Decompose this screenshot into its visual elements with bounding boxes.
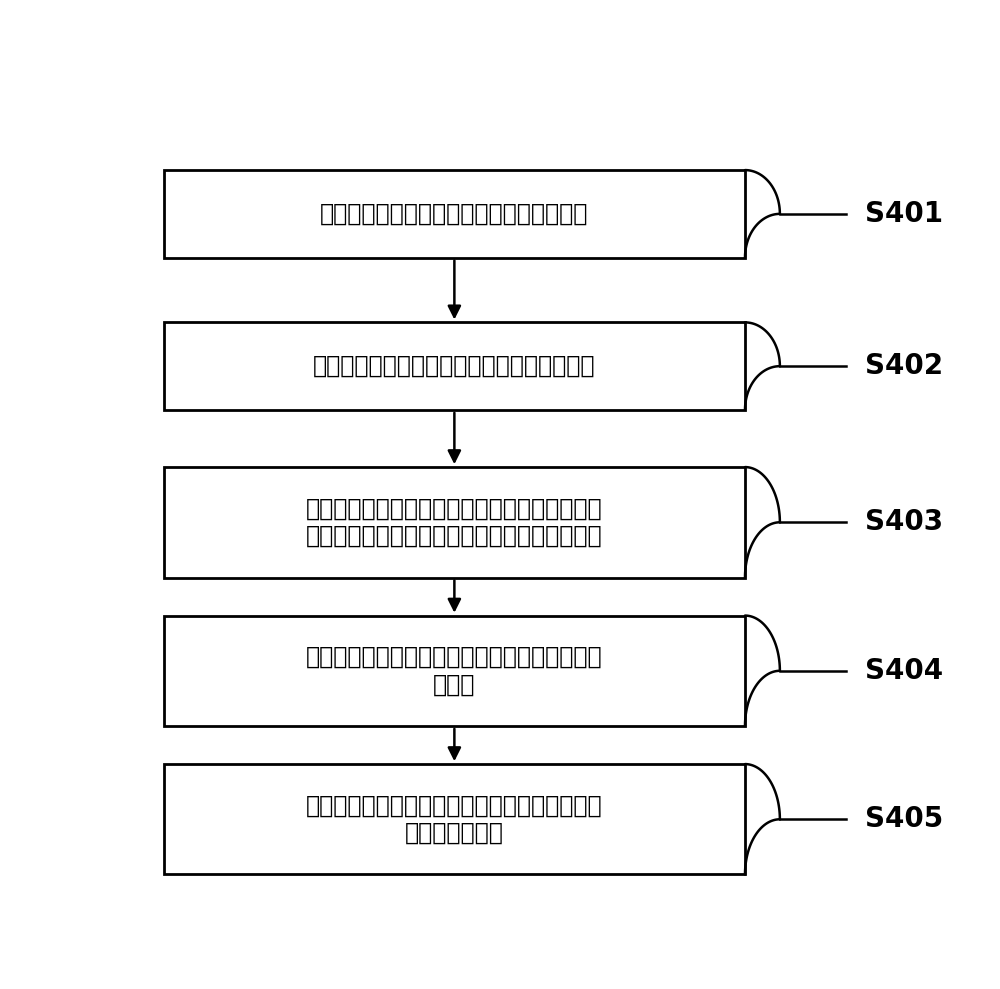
Bar bbox=[164, 467, 745, 578]
Text: S401: S401 bbox=[865, 200, 943, 227]
Text: 对下行信号进行时频同步，得到时频同步信号: 对下行信号进行时频同步，得到时频同步信号 bbox=[313, 354, 596, 378]
Text: 对均衡时域信号进行解映射、解扩，得到新数据
信息和新授时码: 对均衡时域信号进行解映射、解扩，得到新数据 信息和新授时码 bbox=[306, 793, 603, 846]
Text: 对均衡频域信号进行反傅里叶变换，得到均衡时
域信号: 对均衡频域信号进行反傅里叶变换，得到均衡时 域信号 bbox=[306, 645, 603, 696]
Text: 对时频同步信号进行信道估计、去掉循环前缀、
快速傅里叶变换、频域均衡，得到均衡频域信号: 对时频同步信号进行信道估计、去掉循环前缀、 快速傅里叶变换、频域均衡，得到均衡频… bbox=[306, 496, 603, 548]
Text: S403: S403 bbox=[865, 508, 943, 536]
Bar bbox=[164, 322, 745, 410]
Text: S405: S405 bbox=[865, 805, 943, 834]
Bar bbox=[164, 170, 745, 258]
Text: 对下行信号作延迟相关，确定时间同步位置: 对下行信号作延迟相关，确定时间同步位置 bbox=[320, 202, 589, 225]
Text: S402: S402 bbox=[865, 352, 943, 380]
Bar bbox=[164, 615, 745, 726]
Text: S404: S404 bbox=[865, 657, 943, 684]
Bar bbox=[164, 764, 745, 874]
